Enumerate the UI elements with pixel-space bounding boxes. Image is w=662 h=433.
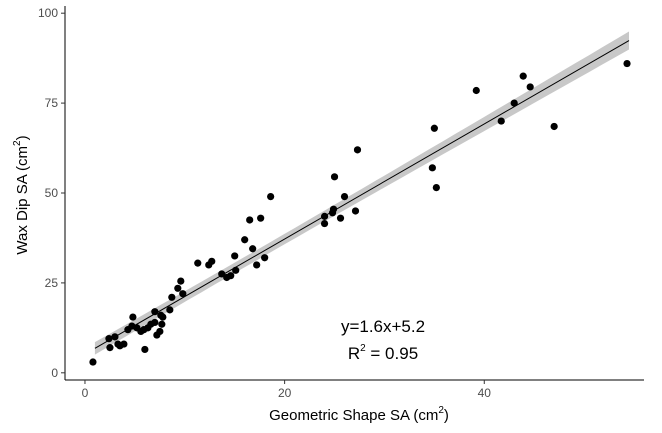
y-tick-label: 0 xyxy=(51,366,58,380)
x-axis-title: Geometric Shape SA (cm2) xyxy=(269,405,449,424)
data-point xyxy=(320,212,329,220)
data-point xyxy=(510,99,518,107)
data-point xyxy=(320,219,329,228)
data-point xyxy=(257,214,265,222)
data-point xyxy=(351,207,360,215)
data-point xyxy=(550,122,558,131)
data-point xyxy=(241,236,249,244)
data-point xyxy=(267,192,275,201)
data-point xyxy=(330,173,339,181)
x-tick-label: 20 xyxy=(278,386,292,400)
data-point xyxy=(218,270,226,278)
data-point xyxy=(519,72,527,80)
data-point xyxy=(168,293,176,301)
regression-equation: y=1.6x+5.2 xyxy=(341,317,425,336)
data-point xyxy=(166,306,174,314)
x-tick-label: 40 xyxy=(478,386,492,400)
data-point xyxy=(106,344,114,352)
data-point xyxy=(179,290,187,298)
data-point xyxy=(253,261,261,269)
data-point xyxy=(232,266,240,274)
y-tick-label: 25 xyxy=(45,276,59,290)
r-squared-label: R2 = 0.95 xyxy=(348,343,418,363)
data-point xyxy=(120,340,128,348)
data-point xyxy=(156,327,164,336)
data-point xyxy=(472,86,480,95)
data-point xyxy=(158,320,166,328)
data-point xyxy=(151,308,159,316)
data-point xyxy=(159,313,167,321)
data-point xyxy=(141,345,149,354)
data-point xyxy=(329,205,338,213)
y-tick-label: 100 xyxy=(38,6,58,20)
data-point xyxy=(208,257,216,265)
y-tick-label: 50 xyxy=(45,186,59,200)
data-point xyxy=(129,313,137,321)
confidence-band xyxy=(94,31,629,355)
data-point xyxy=(497,117,505,125)
data-point xyxy=(174,284,182,292)
data-point xyxy=(231,252,239,260)
data-points-layer xyxy=(89,59,631,366)
y-axis-title: Wax Dip SA (cm2) xyxy=(12,135,31,254)
data-point xyxy=(430,124,438,132)
x-tick-label: 0 xyxy=(82,386,89,400)
data-point xyxy=(105,335,113,343)
data-point xyxy=(623,59,631,68)
data-point xyxy=(89,358,97,366)
data-point xyxy=(340,192,349,201)
data-point xyxy=(432,184,440,192)
data-point xyxy=(194,259,202,267)
axes-layer: 0 25 50 75 100 0 20 40 xyxy=(38,6,644,400)
data-point xyxy=(353,146,362,154)
fit-line xyxy=(94,40,630,349)
data-point xyxy=(111,333,119,341)
data-point xyxy=(526,83,534,91)
data-point xyxy=(336,214,345,222)
data-point xyxy=(261,254,269,262)
y-tick-label: 75 xyxy=(45,96,59,110)
data-point xyxy=(177,277,185,285)
confidence-band-layer xyxy=(94,31,629,355)
data-point xyxy=(246,216,254,224)
data-point xyxy=(227,272,235,280)
data-point xyxy=(249,245,257,253)
data-point xyxy=(151,318,159,327)
fit-line-layer xyxy=(94,40,630,349)
data-point xyxy=(428,164,436,172)
